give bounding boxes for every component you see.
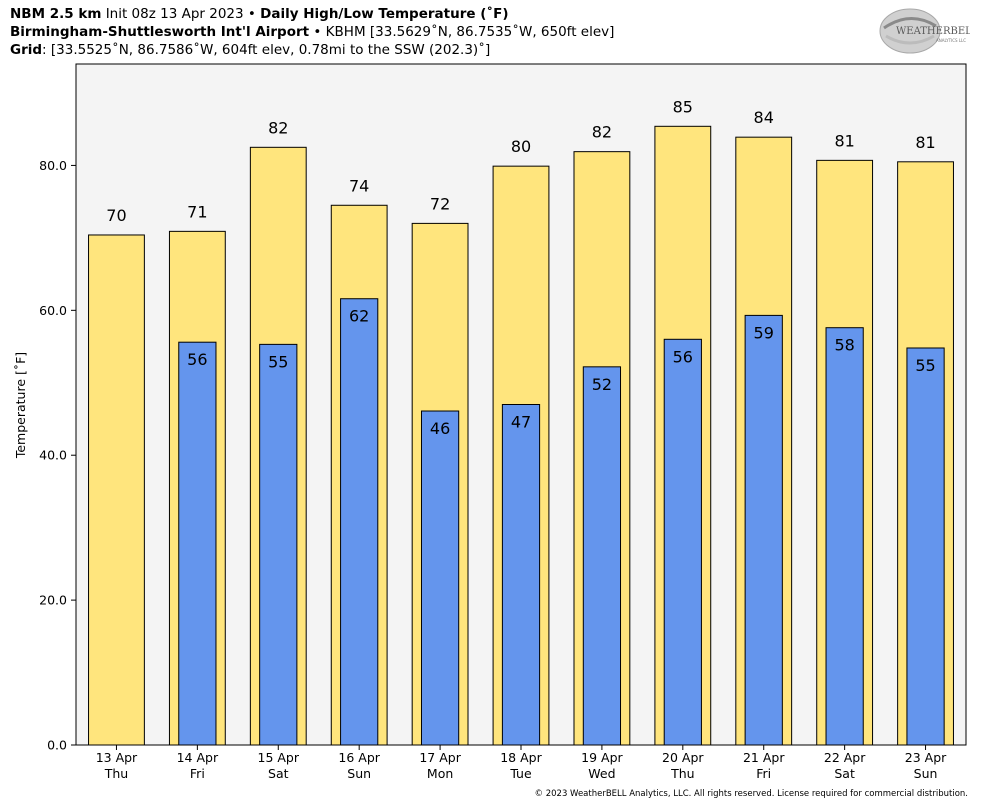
low-bars: 56 55 62 46 47 52 56 59 58 55 [178, 298, 945, 746]
y-axis-label: Temperature [˚F] [13, 352, 28, 459]
high-value-label: 72 [430, 194, 450, 213]
x-tick-weekday: Wed [588, 766, 615, 781]
separator: • [313, 24, 322, 40]
low-value-label: 59 [754, 323, 774, 342]
low-bar [340, 298, 379, 746]
init-time: Init 08z 13 Apr 2023 [105, 6, 244, 22]
x-tick-weekday: Fri [756, 766, 771, 781]
high-value-label: 80 [511, 137, 531, 156]
low-bar [178, 341, 217, 746]
x-tick-weekday: Thu [670, 766, 694, 781]
grid-info: : [33.5525˚N, 86.7586˚W, 604ft elev, 0.7… [42, 42, 491, 58]
x-tick-date: 14 Apr [177, 750, 219, 765]
x-tick-weekday: Sun [914, 766, 938, 781]
low-bar [906, 347, 945, 746]
y-tick-label: 0.0 [47, 738, 67, 753]
station-name: Birmingham-Shuttlesworth Int'l Airport [10, 24, 310, 40]
low-bar [744, 314, 783, 746]
copyright-footer: © 2023 WeatherBELL Analytics, LLC. All r… [534, 789, 968, 799]
x-tick-date: 19 Apr [581, 750, 623, 765]
low-value-label: 58 [834, 336, 854, 355]
x-tick-date: 13 Apr [96, 750, 138, 765]
y-tick-label: 40.0 [39, 448, 67, 463]
high-value-label: 82 [268, 118, 288, 137]
separator: • [247, 6, 256, 22]
y-tick-label: 60.0 [39, 303, 67, 318]
high-value-label: 85 [673, 97, 693, 116]
low-value-label: 55 [915, 356, 935, 375]
chart-header: NBM 2.5 km Init 08z 13 Apr 2023 • Daily … [10, 5, 614, 59]
y-tick-label: 80.0 [39, 158, 67, 173]
header-line-3: Grid: [33.5525˚N, 86.7586˚W, 604ft elev,… [10, 41, 614, 59]
station-info: KBHM [33.5629˚N, 86.7535˚W, 650ft elev] [325, 24, 615, 40]
logo-subtext: ANALYTICS LLC [936, 38, 966, 43]
low-value-label: 55 [268, 352, 288, 371]
x-tick-date: 20 Apr [662, 750, 704, 765]
x-tick-date: 18 Apr [500, 750, 542, 765]
low-bar [663, 338, 702, 746]
high-value-label: 81 [915, 133, 935, 152]
high-value-label: 70 [106, 206, 126, 225]
low-bar [582, 366, 622, 746]
low-value-label: 46 [430, 419, 450, 438]
header-line-1: NBM 2.5 km Init 08z 13 Apr 2023 • Daily … [10, 5, 614, 23]
x-tick-weekday: Sat [834, 766, 855, 781]
low-value-label: 47 [511, 413, 531, 432]
low-bar [259, 343, 298, 746]
x-tick-weekday: Tue [509, 766, 532, 781]
high-value-label: 82 [592, 123, 612, 142]
x-tick-weekday: Mon [427, 766, 453, 781]
x-tick-weekday: Fri [190, 766, 205, 781]
model-name: NBM 2.5 km [10, 6, 102, 22]
low-value-label: 62 [349, 307, 369, 326]
product-name: Daily High/Low Temperature (˚F) [260, 6, 509, 22]
low-value-label: 56 [673, 347, 693, 366]
y-axis: 0.0 20.0 40.0 60.0 80.0 [39, 158, 76, 753]
low-value-label: 56 [187, 350, 207, 369]
x-tick-date: 17 Apr [419, 750, 461, 765]
high-value-label: 71 [187, 202, 207, 221]
y-tick-label: 20.0 [39, 593, 67, 608]
x-tick-date: 16 Apr [338, 750, 380, 765]
low-value-label: 52 [592, 375, 612, 394]
x-tick-weekday: Thu [104, 766, 128, 781]
grid-label: Grid [10, 42, 43, 58]
high-bar [88, 234, 145, 746]
logo-text: WEATHERBELL [896, 26, 970, 37]
low-bar [501, 404, 541, 746]
weatherbell-logo: WEATHERBELL ANALYTICS LLC [876, 6, 979, 56]
x-tick-date: 23 Apr [905, 750, 947, 765]
x-tick-date: 15 Apr [258, 750, 300, 765]
x-tick-date: 22 Apr [824, 750, 866, 765]
high-value-label: 81 [834, 131, 854, 150]
high-value-label: 84 [754, 108, 774, 127]
header-line-2: Birmingham-Shuttlesworth Int'l Airport •… [10, 23, 614, 41]
x-tick-date: 21 Apr [743, 750, 785, 765]
low-bar [825, 327, 864, 746]
high-value-label: 74 [349, 176, 369, 195]
x-tick-weekday: Sun [347, 766, 371, 781]
low-bar [420, 410, 460, 746]
x-tick-weekday: Sat [268, 766, 289, 781]
